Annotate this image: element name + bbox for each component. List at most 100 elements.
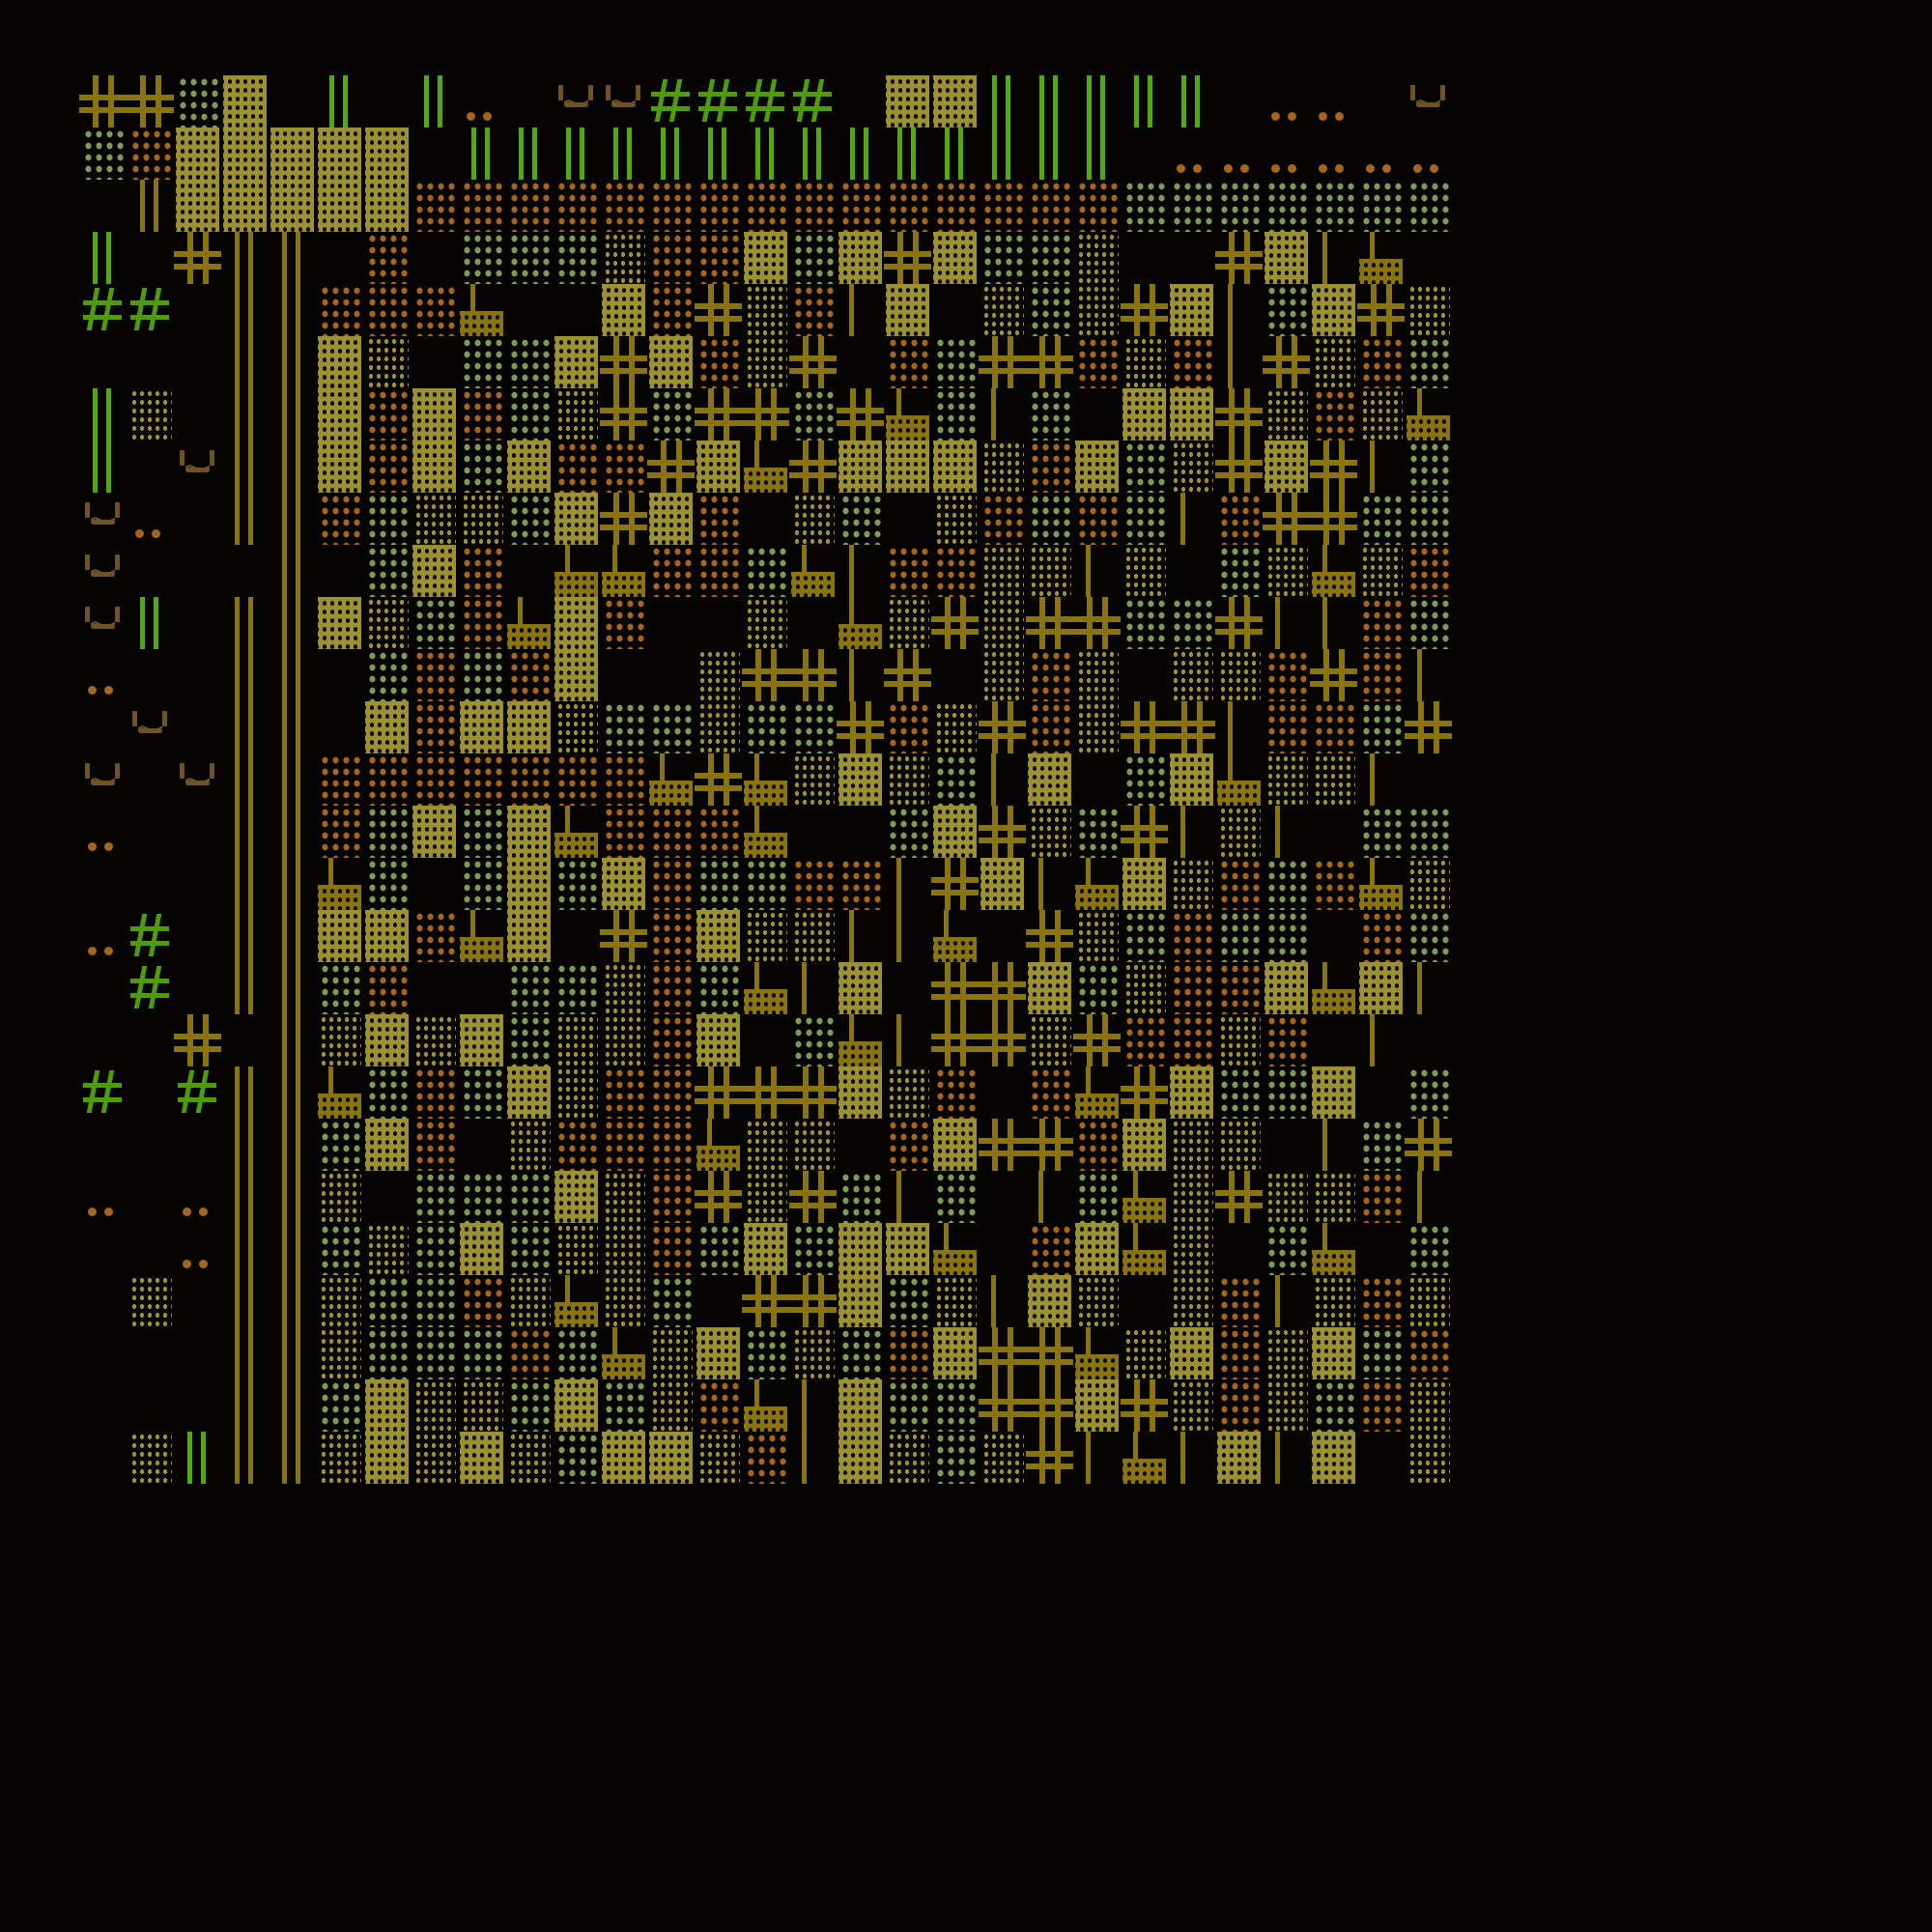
glyph-cell-hash-green [647,75,695,128]
glyph-cell-dots-orange [79,1171,127,1223]
glyph-cell-dense-block-gold [837,1066,884,1119]
glyph-cell-stipple-gold [884,1066,931,1119]
glyph-cell-stipple-gold [1310,1171,1357,1223]
glyph-cell-empty-cell [127,858,174,910]
glyph-cell-stipple-orange [553,753,600,806]
glyph-cell-stipple-gold [1405,1275,1452,1327]
glyph-cell-stipple-gold [1073,910,1121,962]
glyph-cell-dense-block-gold [363,1119,411,1171]
glyph-cell-empty-cell [789,806,837,858]
glyph-cell-hash-gold [695,753,742,806]
glyph-cell-bar-over-block [1215,753,1263,806]
glyph-cell-stipple-green [931,388,979,440]
glyph-cell-dense-block-gold [363,180,411,232]
glyph-cell-stipple-gold [1121,962,1168,1014]
glyph-cell-dense-block-gold [647,336,695,388]
glyph-cell-empty-cell [1357,1066,1405,1119]
glyph-cell-stipple-gold [979,545,1026,597]
glyph-cell-stipple-green [1121,597,1168,649]
glyph-cell-hash-gold [1073,1014,1121,1066]
glyph-cell-dense-block-gold [931,806,979,858]
glyph-cell-stipple-orange [647,962,695,1014]
glyph-cell-stipple-orange [1026,701,1073,753]
glyph-cell-empty-cell [127,1327,174,1379]
glyph-cell-double-bar-gold [221,1379,269,1432]
glyph-cell-empty-cell [316,649,363,701]
glyph-cell-stipple-orange [1215,1275,1263,1327]
glyph-cell-dense-block-gold [600,284,647,336]
glyph-cell-dots-orange [1310,128,1357,180]
glyph-cell-stipple-green [695,1223,742,1275]
glyph-cell-stipple-gold [316,1171,363,1223]
glyph-cell-single-bar-gold [1073,545,1121,597]
glyph-cell-hash-gold [979,1014,1026,1066]
glyph-cell-stipple-orange [789,284,837,336]
glyph-cell-double-bar-green [1121,75,1168,128]
glyph-cell-stipple-gold [316,1275,363,1327]
glyph-cell-quote-tilde-brown [79,545,127,597]
glyph-cell-single-bar-gold [1168,806,1215,858]
glyph-cell-stipple-gold [1121,545,1168,597]
glyph-cell-hash-gold [931,962,979,1014]
glyph-cell-stipple-gold [600,1171,647,1223]
glyph-cell-stipple-orange [1073,180,1121,232]
glyph-cell-bar-over-block [931,910,979,962]
glyph-cell-double-bar-green [695,128,742,180]
glyph-cell-stipple-orange [1073,493,1121,545]
glyph-cell-stipple-orange [505,649,553,701]
glyph-cell-stipple-orange [316,493,363,545]
glyph-cell-stipple-gold [1168,1275,1215,1327]
glyph-cell-double-bar-green [789,128,837,180]
glyph-cell-hash-gold [1310,493,1357,545]
glyph-cell-empty-cell [837,75,884,128]
glyph-cell-dots-orange [1263,75,1310,128]
glyph-cell-empty-cell [1168,232,1215,284]
glyph-cell-dense-block-gold [600,858,647,910]
glyph-cell-double-bar-gold [221,1275,269,1327]
glyph-cell-empty-cell [979,910,1026,962]
glyph-cell-single-bar-gold [1168,493,1215,545]
glyph-cell-dense-block-gold [458,1432,505,1484]
glyph-cell-dots-orange [79,649,127,701]
glyph-cell-dense-block-gold [363,1379,411,1432]
glyph-cell-stipple-gold [789,910,837,962]
glyph-cell-dots-orange [1215,128,1263,180]
glyph-cell-stipple-orange [505,180,553,232]
glyph-cell-stipple-orange [884,180,931,232]
glyph-cell-hash-gold [1310,649,1357,701]
glyph-cell-stipple-gold [1026,806,1073,858]
glyph-cell-stipple-green [363,649,411,701]
glyph-cell-single-bar-gold [1405,962,1452,1014]
glyph-cell-stipple-gold [647,1379,695,1432]
glyph-cell-double-bar-gold [269,545,316,597]
glyph-cell-stipple-orange [1073,336,1121,388]
glyph-cell-double-bar-gold [221,336,269,388]
glyph-cell-stipple-green [458,1327,505,1379]
glyph-cell-empty-cell [174,1119,221,1171]
glyph-cell-stipple-orange [1405,545,1452,597]
glyph-cell-stipple-orange [1026,440,1073,493]
glyph-cell-stipple-orange [363,962,411,1014]
glyph-cell-dense-block-gold [269,128,316,180]
glyph-cell-hash-gold [979,1379,1026,1432]
glyph-cell-single-bar-gold [979,1275,1026,1327]
glyph-cell-dots-orange [1405,128,1452,180]
glyph-cell-single-bar-gold [979,753,1026,806]
glyph-cell-dots-orange [127,493,174,545]
glyph-cell-stipple-green [1121,753,1168,806]
glyph-cell-stipple-gold [884,753,931,806]
glyph-cell-hash-gold [931,1014,979,1066]
glyph-cell-empty-cell [127,336,174,388]
glyph-cell-single-bar-gold [884,858,931,910]
glyph-cell-double-bar-gold [269,388,316,440]
glyph-cell-double-bar-green [127,597,174,649]
glyph-cell-stipple-gold [742,284,789,336]
glyph-cell-stipple-orange [363,232,411,284]
glyph-cell-stipple-gold [931,701,979,753]
glyph-cell-stipple-green [458,336,505,388]
glyph-cell-hash-gold [789,1275,837,1327]
glyph-cell-stipple-green [1121,493,1168,545]
glyph-cell-empty-cell [79,858,127,910]
glyph-cell-double-bar-gold [269,232,316,284]
glyph-cell-stipple-gold [316,1014,363,1066]
